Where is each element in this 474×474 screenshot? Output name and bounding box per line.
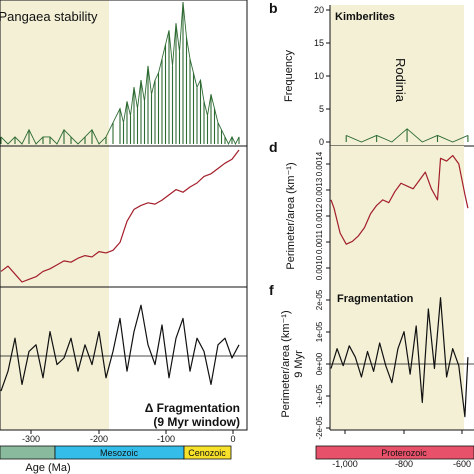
panel-e-subtitle: (9 Myr window) (153, 415, 240, 429)
left-x-axis: -300 -200 -100 0 Mesozoic Cenozoic Age (… (0, 430, 236, 474)
panel-d-shade (330, 146, 464, 287)
panel-c-series (0, 149, 240, 283)
panel-letter-d: d (269, 139, 278, 155)
right-tick-label: -1,000 (332, 459, 358, 469)
era-cenozoic-label: Cenozoic (188, 448, 226, 458)
left-x-axis-label: Age (Ma) (25, 462, 70, 474)
panel-e-series (0, 304, 240, 392)
left-tick-label: -200 (90, 434, 108, 444)
left-tick-marks (30, 430, 234, 434)
panel-a-region-label-1: Pangaea stability (0, 9, 98, 24)
panel-a: Pangaea stability (0, 0, 248, 147)
era-proterozoic (315, 445, 474, 460)
era-paleozoic (0, 445, 56, 460)
panel-f-ytick-label: -2e-05 (315, 416, 324, 440)
panel-b-series (345, 128, 469, 143)
panel-e-title: Δ Fragmentation (145, 401, 240, 415)
panel-e-shade (0, 287, 109, 430)
right-x-axis: -1,000 -800 -600 Proterozoic (315, 430, 474, 469)
panel-a-envelope (0, 1, 240, 146)
panel-b-shade (330, 5, 464, 146)
left-tick-label: -300 (22, 434, 40, 444)
panel-f-ylabel-2: 9 Myr (293, 350, 305, 378)
era-cenozoic (183, 445, 232, 460)
panel-b-ytick-label: 5 (319, 104, 324, 114)
panel-f-ylabel: Perimeter/area (km⁻¹) (280, 310, 292, 417)
panel-b-title: Kimberlites (335, 11, 395, 23)
panel-b-ytick-label: 15 (314, 38, 324, 48)
panel-f-line (330, 297, 469, 418)
panel-e: Δ Fragmentation (9 Myr window) (0, 286, 248, 431)
panel-c-shade (0, 146, 109, 287)
panel-d-ytick-label: 0.0014 (315, 151, 324, 176)
panel-d: 0.0014 0.0013 0.0012 0.0011 0.0010 Perim… (285, 146, 469, 287)
panel-d-line (330, 154, 469, 245)
panel-d-ytick-label: 0.0010 (315, 255, 324, 280)
left-tick-label: -100 (157, 434, 175, 444)
panel-d-yticks (326, 163, 330, 269)
panel-f: Fragmentation 2e-05 1e-05 0e+00 -1e-05 -… (280, 287, 474, 440)
panel-b-envelope (346, 128, 469, 143)
panel-f-yticks (326, 299, 330, 429)
panel-a-series (0, 1, 240, 146)
panel-d-ytick-label: 0.0011 (315, 230, 324, 254)
panel-b-region-label: Rodinia (393, 58, 408, 103)
panel-f-ytick-label: 2e-05 (315, 289, 324, 310)
panel-a-shade (0, 0, 109, 146)
era-mesozoic-label: Mesozoic (100, 448, 139, 458)
panel-f-ytick-label: 0e+00 (315, 352, 324, 375)
panel-b-ylabel: Frequency (283, 50, 295, 102)
panel-d-ylabel: Perimeter/area (km⁻¹) (285, 162, 297, 269)
panel-c-line (0, 149, 240, 283)
panel-b: Kimberlites Rodinia 20 15 10 5 0 Frequen… (283, 5, 474, 147)
panel-f-ytick-label: -1e-05 (315, 384, 324, 408)
right-tick-label: -600 (453, 459, 471, 469)
panel-f-title: Fragmentation (337, 293, 414, 305)
panel-d-ytick-label: 0.0012 (315, 203, 324, 228)
panel-f-series (330, 297, 469, 418)
panel-letter-b: b (269, 0, 278, 16)
panel-f-ytick-label: 1e-05 (315, 321, 324, 342)
panel-d-series (330, 154, 469, 245)
panel-b-ytick-label: 20 (314, 5, 324, 15)
panel-e-frame (0, 286, 248, 431)
right-tick-marks (344, 430, 463, 434)
panel-b-ytick-label: 0 (319, 137, 324, 147)
panel-letter-f: f (269, 282, 274, 298)
panel-b-ytick-label: 10 (314, 71, 324, 81)
panel-e-line (0, 304, 240, 392)
panel-d-ytick-label: 0.0013 (315, 177, 324, 202)
panel-c (0, 145, 248, 288)
era-proterozoic-label: Proterozoic (381, 448, 427, 458)
right-tick-label: -800 (395, 459, 413, 469)
panel-f-shade (330, 287, 464, 430)
panel-b-yticks (326, 9, 330, 143)
left-tick-label: 0 (230, 434, 235, 444)
